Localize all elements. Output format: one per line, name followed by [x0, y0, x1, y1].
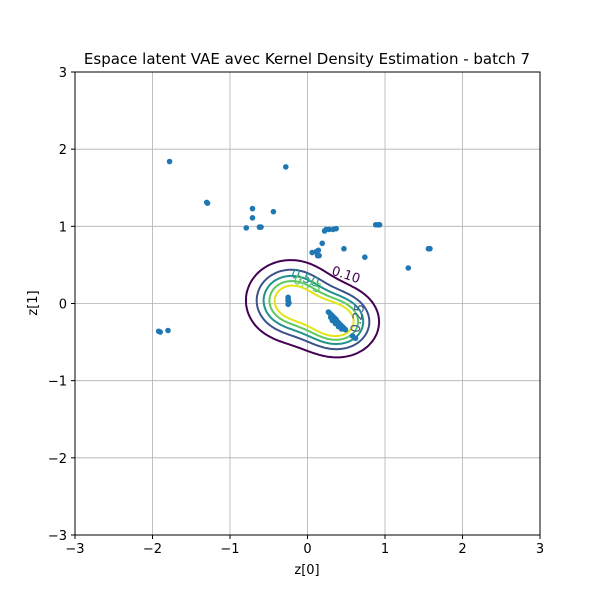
data-point-50	[338, 326, 345, 332]
data-point-27	[427, 245, 433, 252]
x-axis-label: z[0]	[294, 563, 319, 578]
data-point-4	[249, 205, 256, 212]
data-point-5	[249, 215, 256, 221]
contour-0.10	[245, 259, 381, 359]
contour-label-0.25: 0.25	[348, 303, 368, 334]
data-point-3	[283, 164, 289, 170]
contour-0.75	[268, 279, 360, 341]
data-point-25	[376, 221, 383, 228]
y-tick-label-4: 1	[59, 220, 67, 235]
data-point-21	[316, 252, 322, 259]
x-tick-label-0: −3	[65, 542, 84, 557]
chart-title: Espace latent VAE avec Kernel Density Es…	[84, 50, 530, 68]
data-point-9	[243, 225, 250, 231]
y-tick-label-0: −3	[48, 529, 67, 544]
x-tick-label-6: 3	[536, 542, 544, 557]
data-point-52	[352, 335, 359, 342]
scatter-points	[155, 158, 433, 342]
data-point-12	[326, 226, 333, 233]
grid	[74, 71, 541, 536]
x-tick-label-1: −2	[143, 542, 162, 557]
data-point-8	[256, 224, 263, 230]
contour-0.50	[262, 274, 365, 345]
data-point-54	[157, 329, 164, 335]
y-tick-label-5: 2	[59, 143, 67, 158]
data-point-19	[315, 247, 322, 254]
y-tick-label-1: −2	[48, 452, 67, 467]
data-point-16	[341, 245, 347, 252]
data-point-2	[204, 200, 211, 206]
data-point-0	[166, 158, 173, 165]
x-tick-label-2: −1	[220, 542, 239, 557]
x-tick-label-5: 2	[458, 542, 466, 557]
y-axis-label: z[1]	[26, 290, 41, 315]
data-point-14	[333, 225, 339, 232]
data-point-6	[270, 208, 277, 215]
axis-ticks: −3 −2 −1 0 1 2 3 −3 −2 −1 0 1 2 3	[48, 66, 544, 557]
x-tick-label-4: 1	[381, 542, 389, 557]
contour-0.90	[273, 284, 355, 338]
data-point-55	[165, 327, 171, 334]
y-tick-label-6: 3	[59, 66, 67, 81]
data-point-33	[285, 301, 291, 308]
y-tick-label-3: 0	[59, 298, 67, 313]
data-point-15	[319, 240, 326, 247]
x-tick-label-3: 0	[303, 542, 311, 557]
y-tick-label-2: −1	[48, 375, 67, 390]
contour-0.25	[255, 268, 371, 351]
kde-contours	[245, 259, 381, 359]
data-point-28	[405, 265, 412, 271]
data-point-22	[362, 254, 368, 260]
